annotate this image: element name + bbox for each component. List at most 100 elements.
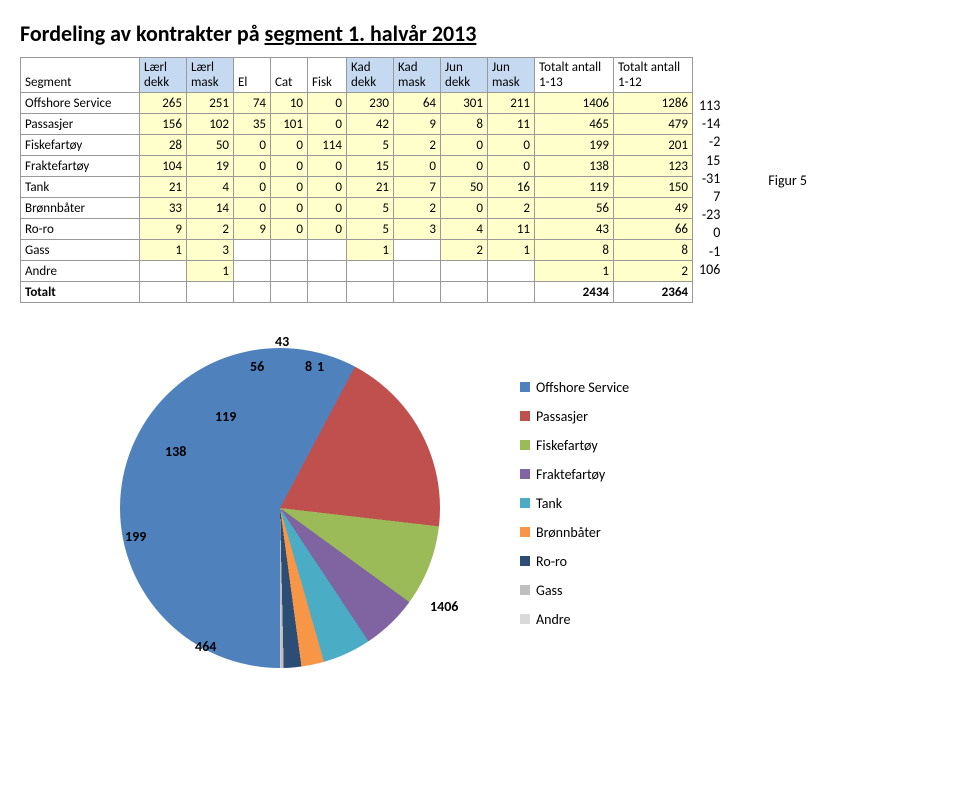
table-cell: 0	[441, 198, 488, 219]
table-cell	[308, 282, 347, 303]
pie-slice-label: 43	[275, 333, 289, 350]
diff-value: 7	[699, 188, 722, 206]
table-cell: 21	[347, 177, 394, 198]
table-row: Andre112	[21, 261, 693, 282]
row-label: Ro-ro	[21, 219, 140, 240]
legend-item: Fiskefartøy	[520, 437, 629, 454]
table-cell: 4	[187, 177, 234, 198]
legend-swatch	[520, 614, 530, 624]
table-row: Passasjer156102351010429811465479	[21, 114, 693, 135]
table-row: Brønnbåter331400052025649	[21, 198, 693, 219]
table-cell: 301	[441, 93, 488, 114]
legend-swatch	[520, 440, 530, 450]
table-cell: 0	[271, 219, 308, 240]
legend-label: Fraktefartøy	[536, 466, 605, 483]
table-cell: 7	[394, 177, 441, 198]
table-row: Totalt24342364	[21, 282, 693, 303]
table-cell: 479	[614, 114, 693, 135]
table-cell	[140, 282, 187, 303]
table-cell	[347, 282, 394, 303]
pie-wrap: 1406464199138119564381	[110, 328, 460, 678]
pie-chart	[120, 348, 440, 668]
row-label: Fiskefartøy	[21, 135, 140, 156]
table-cell: 0	[234, 135, 271, 156]
table-cell: 2	[187, 219, 234, 240]
table-cell: 16	[488, 177, 535, 198]
legend-item: Brønnbåter	[520, 524, 629, 541]
table-cell: 0	[441, 135, 488, 156]
row-label: Totalt	[21, 282, 140, 303]
legend-label: Tank	[536, 495, 562, 512]
table-cell	[234, 240, 271, 261]
table-cell: 0	[308, 114, 347, 135]
table-cell: 0	[308, 177, 347, 198]
legend-item: Gass	[520, 582, 629, 599]
legend-item: Fraktefartøy	[520, 466, 629, 483]
table-cell	[488, 282, 535, 303]
table-cell: 2434	[535, 282, 614, 303]
row-label: Fraktefartøy	[21, 156, 140, 177]
row-label: Andre	[21, 261, 140, 282]
table-cell: 1	[347, 240, 394, 261]
diff-value: -14	[699, 115, 722, 133]
pie-slice-label: 138	[165, 443, 186, 460]
table-cell: 0	[488, 135, 535, 156]
chart-area: 1406464199138119564381 Offshore ServiceP…	[110, 328, 940, 678]
legend-label: Brønnbåter	[536, 524, 601, 541]
pie-slice-label: 119	[215, 408, 236, 425]
legend-item: Tank	[520, 495, 629, 512]
table-cell: 2	[394, 198, 441, 219]
table-cell: 8	[441, 114, 488, 135]
table-row: Fraktefartøy1041900015000138123	[21, 156, 693, 177]
diff-value: -2	[699, 133, 722, 151]
table-row: Fiskefartøy2850001145200199201	[21, 135, 693, 156]
table-cell: 0	[271, 198, 308, 219]
legend: Offshore Service Passasjer Fiskefartøy Frak…	[520, 379, 629, 628]
table-cell: 0	[441, 156, 488, 177]
legend-swatch	[520, 527, 530, 537]
table-cell: 19	[187, 156, 234, 177]
legend-label: Passasjer	[536, 408, 588, 425]
table-cell: 56	[535, 198, 614, 219]
table-cell	[140, 261, 187, 282]
table-cell: 0	[234, 177, 271, 198]
table-cell: 43	[535, 219, 614, 240]
table-cell: 74	[234, 93, 271, 114]
table-cell: 8	[535, 240, 614, 261]
diff-value: -31	[699, 170, 722, 188]
table-cell: 156	[140, 114, 187, 135]
table-cell: 11	[488, 219, 535, 240]
legend-swatch	[520, 585, 530, 595]
legend-swatch	[520, 498, 530, 508]
table-cell: 0	[271, 177, 308, 198]
table-cell: 64	[394, 93, 441, 114]
legend-label: Offshore Service	[536, 379, 629, 396]
table-cell: 1406	[535, 93, 614, 114]
diff-value: -23	[699, 206, 722, 224]
pie-slice-label: 8	[305, 358, 312, 375]
pie-slice-label: 464	[195, 638, 216, 655]
table-cell: 0	[234, 198, 271, 219]
table-header-cell: Lærl dekk	[140, 58, 187, 93]
pie-slice-label: 1	[317, 358, 324, 375]
table-header-cell: El	[234, 58, 271, 93]
table-cell: 2	[614, 261, 693, 282]
table-cell: 14	[187, 198, 234, 219]
row-label: Offshore Service	[21, 93, 140, 114]
table-cell	[234, 261, 271, 282]
legend-swatch	[520, 411, 530, 421]
table-cell: 50	[187, 135, 234, 156]
table-cell: 150	[614, 177, 693, 198]
table-cell: 0	[271, 135, 308, 156]
table-cell: 1	[488, 240, 535, 261]
title-underline: segment 1. halvår 2013	[265, 20, 477, 47]
table-cell: 2	[441, 240, 488, 261]
table-cell: 0	[394, 156, 441, 177]
table-cell	[394, 240, 441, 261]
table-cell: 0	[308, 198, 347, 219]
legend-swatch	[520, 382, 530, 392]
table-cell: 8	[614, 240, 693, 261]
row-label: Passasjer	[21, 114, 140, 135]
table-cell	[488, 261, 535, 282]
table-cell: 201	[614, 135, 693, 156]
